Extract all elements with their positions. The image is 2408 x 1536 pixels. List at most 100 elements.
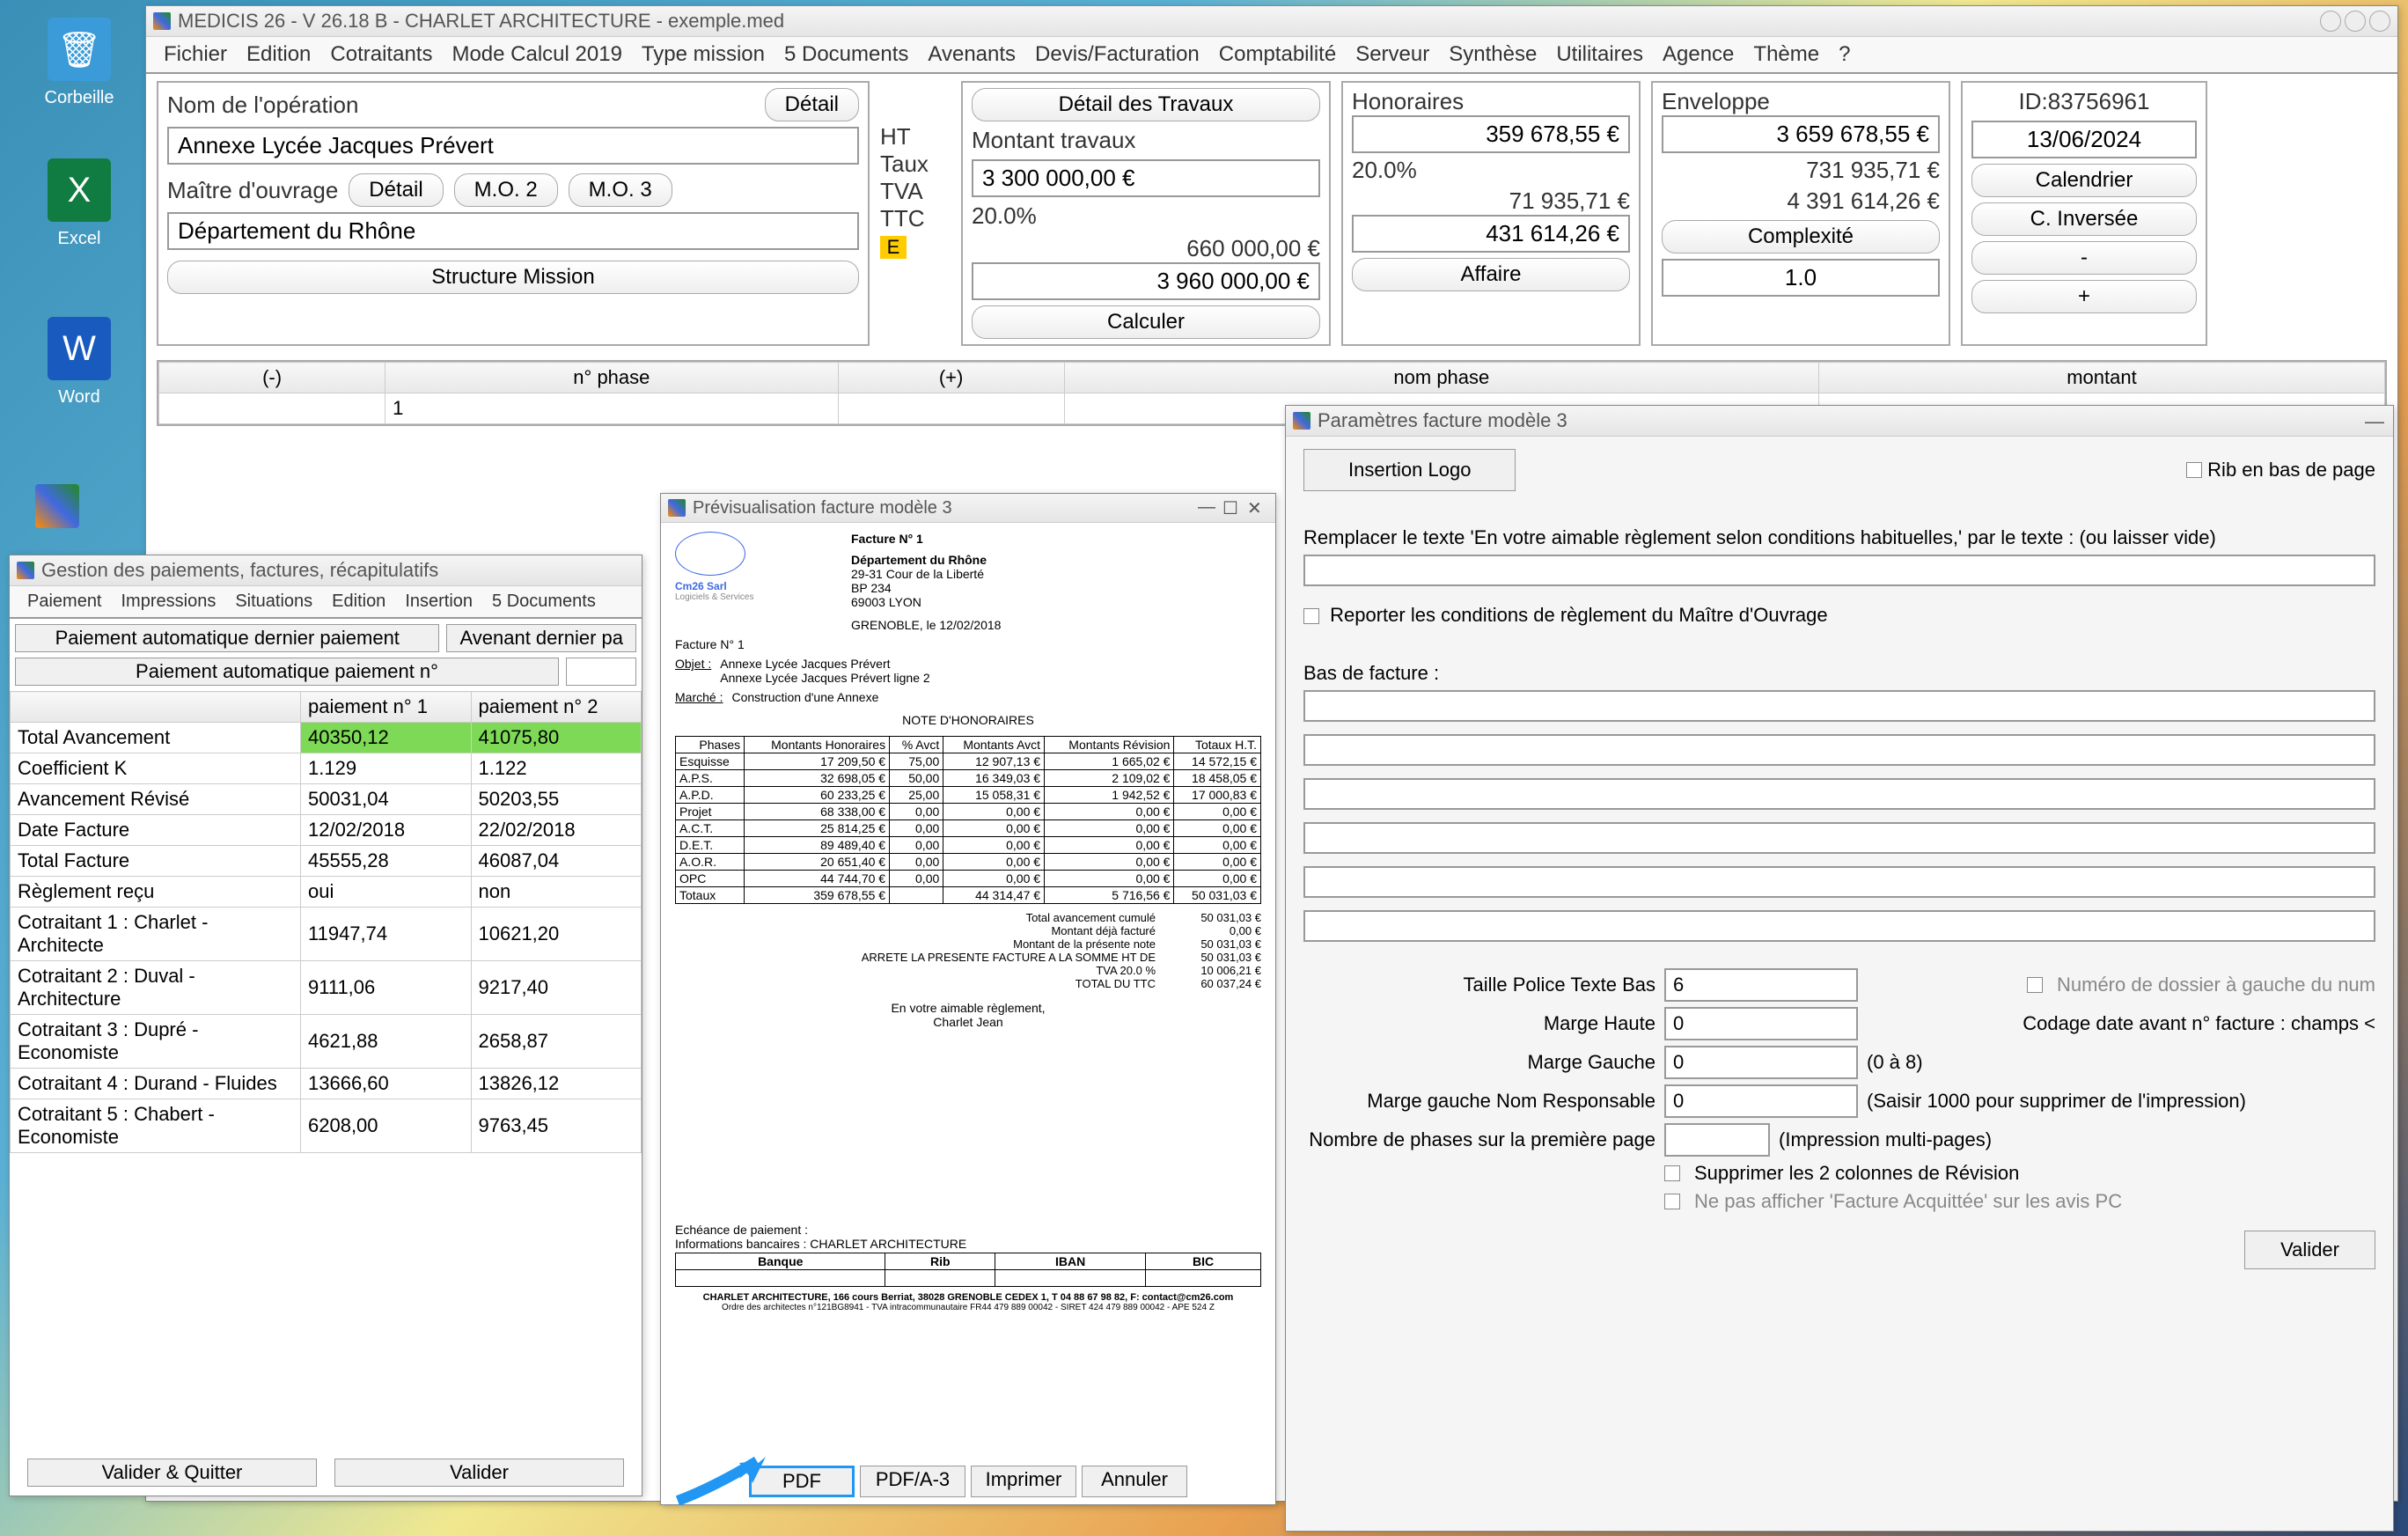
table-row[interactable]: Cotraitant 3 : Dupré - Economiste4621,88… [11, 1015, 642, 1069]
pay-n-input[interactable] [566, 658, 636, 686]
mo2-button[interactable]: M.O. 2 [454, 173, 558, 207]
maximize-button[interactable]: ☐ [1222, 497, 1244, 518]
repl-input[interactable] [1303, 555, 2375, 586]
calc-labels: HT Taux TVA TTC E [880, 81, 951, 346]
pay-auto-n-button[interactable]: Paiement automatique paiement n° [15, 658, 559, 686]
mt-field[interactable]: 3 300 000,00 € [972, 159, 1320, 197]
table-row[interactable]: Coefficient K1.1291.122 [11, 753, 642, 784]
menu-devis[interactable]: Devis/Facturation [1026, 40, 1208, 69]
menu-typemission[interactable]: Type mission [633, 40, 774, 69]
menu-documents[interactable]: 5 Documents [775, 40, 917, 69]
table-row[interactable]: Cotraitant 1 : Charlet - Architecte11947… [11, 908, 642, 961]
menu-avenants[interactable]: Avenants [919, 40, 1024, 69]
menu-cotraitants[interactable]: Cotraitants [321, 40, 441, 69]
pm-insertion[interactable]: Insertion [396, 590, 481, 614]
operation-panel: Nom de l'opération Détail Annexe Lycée J… [157, 81, 870, 346]
menu-edition[interactable]: Edition [238, 40, 319, 69]
table-row[interactable]: Cotraitant 5 : Chabert - Economiste6208,… [11, 1099, 642, 1153]
taille-input[interactable] [1664, 968, 1858, 1002]
env-v1[interactable]: 3 659 678,55 € [1662, 115, 1940, 153]
mg-input[interactable] [1664, 1046, 1858, 1079]
report-checkbox[interactable] [1303, 608, 1319, 624]
pay-avenant-button[interactable]: Avenant dernier pa [446, 624, 636, 652]
bas-input-5[interactable] [1303, 866, 2375, 898]
bas-input-4[interactable] [1303, 822, 2375, 854]
calendrier-button[interactable]: Calendrier [1971, 164, 2197, 197]
imprimer-button[interactable]: Imprimer [971, 1466, 1076, 1497]
op-name-field[interactable]: Annexe Lycée Jacques Prévert [167, 127, 859, 165]
mh-input[interactable] [1664, 1007, 1858, 1040]
mo-field[interactable]: Département du Rhône [167, 212, 859, 250]
bas-input-1[interactable] [1303, 690, 2375, 722]
sup2-checkbox[interactable] [1664, 1165, 1680, 1181]
affaire-button[interactable]: Affaire [1352, 258, 1630, 291]
pm-documents[interactable]: 5 Documents [483, 590, 605, 614]
maximize-button[interactable] [2345, 11, 2366, 32]
pay-valider-button[interactable]: Valider [334, 1459, 624, 1487]
hon-v1[interactable]: 359 678,55 € [1352, 115, 1630, 153]
pm-impressions[interactable]: Impressions [113, 590, 225, 614]
minus-button[interactable]: - [1971, 241, 2197, 275]
mo3-button[interactable]: M.O. 3 [569, 173, 672, 207]
pm-situations[interactable]: Situations [226, 590, 321, 614]
complexite-button[interactable]: Complexité [1662, 220, 1940, 254]
menu-theme[interactable]: Thème [1744, 40, 1828, 69]
minimize-button[interactable] [2320, 11, 2341, 32]
table-row[interactable]: Avancement Révisé50031,0450203,55 [11, 784, 642, 815]
pm-paiement[interactable]: Paiement [18, 590, 111, 614]
menu-compta[interactable]: Comptabilité [1210, 40, 1345, 69]
bas-input-6[interactable] [1303, 910, 2375, 942]
hon-v3[interactable]: 431 614,26 € [1352, 215, 1630, 253]
table-row[interactable]: Total Facture45555,2846087,04 [11, 846, 642, 877]
nepas-checkbox[interactable] [1664, 1194, 1680, 1209]
table-row[interactable]: Cotraitant 4 : Durand - Fluides13666,601… [11, 1069, 642, 1099]
main-menubar: Fichier Edition Cotraitants Mode Calcul … [146, 37, 2397, 74]
desktop-icon-word[interactable]: W Word [35, 317, 123, 408]
pm-edition[interactable]: Edition [323, 590, 394, 614]
taskbar-icon[interactable] [35, 484, 88, 537]
rib-checkbox[interactable] [2186, 462, 2202, 478]
menu-modecalcul[interactable]: Mode Calcul 2019 [443, 40, 630, 69]
app-logo-icon [668, 499, 686, 517]
nph-input[interactable] [1664, 1123, 1770, 1157]
desktop-icon-excel[interactable]: X Excel [35, 158, 123, 249]
cinverse-button[interactable]: C. Inversée [1971, 202, 2197, 236]
table-row[interactable]: Règlement reçuouinon [11, 877, 642, 908]
menu-fichier[interactable]: Fichier [155, 40, 236, 69]
mgnr-input[interactable] [1664, 1084, 1858, 1118]
pv-note: NOTE D'HONORAIRES [675, 713, 1261, 727]
logo-button[interactable]: Insertion Logo [1303, 449, 1516, 491]
close-button[interactable]: ✕ [1247, 497, 1268, 518]
mo-detail-button[interactable]: Détail [349, 173, 443, 207]
pdfa3-button[interactable]: PDF/A-3 [860, 1466, 965, 1497]
menu-serveur[interactable]: Serveur [1347, 40, 1438, 69]
table-row[interactable]: Cotraitant 2 : Duval - Architecture9111,… [11, 961, 642, 1015]
ph-row1[interactable]: 1 [385, 393, 838, 424]
menu-utilitaires[interactable]: Utilitaires [1547, 40, 1652, 69]
minimize-button[interactable]: — [2365, 410, 2386, 431]
op-detail-button[interactable]: Détail [765, 88, 859, 121]
menu-agence[interactable]: Agence [1654, 40, 1743, 69]
id-date-field[interactable]: 13/06/2024 [1971, 121, 2197, 158]
desktop-icon-trash[interactable]: 🗑 Corbeille [35, 18, 123, 108]
annuler-button[interactable]: Annuler [1082, 1466, 1187, 1497]
plus-button[interactable]: + [1971, 280, 2197, 313]
close-button[interactable] [2369, 11, 2390, 32]
menu-synthese[interactable]: Synthèse [1440, 40, 1545, 69]
numdos-checkbox[interactable] [2027, 977, 2043, 993]
detail-travaux-button[interactable]: Détail des Travaux [972, 88, 1320, 121]
calculer-button[interactable]: Calculer [972, 305, 1320, 339]
pay-auto-last-button[interactable]: Paiement automatique dernier paiement [15, 624, 439, 652]
params-valider-button[interactable]: Valider [2244, 1231, 2375, 1269]
ttc-field[interactable]: 3 960 000,00 € [972, 262, 1320, 300]
table-row[interactable]: Total Avancement40350,1241075,80 [11, 723, 642, 753]
pay-ok-button[interactable]: Valider & Quitter [27, 1459, 317, 1487]
bas-input-2[interactable] [1303, 734, 2375, 766]
table-row[interactable]: Date Facture12/02/201822/02/2018 [11, 815, 642, 846]
minimize-button[interactable]: — [1198, 497, 1219, 518]
bas-input-3[interactable] [1303, 778, 2375, 810]
menu-help[interactable]: ? [1830, 40, 1859, 69]
complexite-field[interactable]: 1.0 [1662, 259, 1940, 297]
structure-button[interactable]: Structure Mission [167, 261, 859, 294]
params-titlebar: Paramètres facture modèle 3 — [1286, 406, 2393, 437]
